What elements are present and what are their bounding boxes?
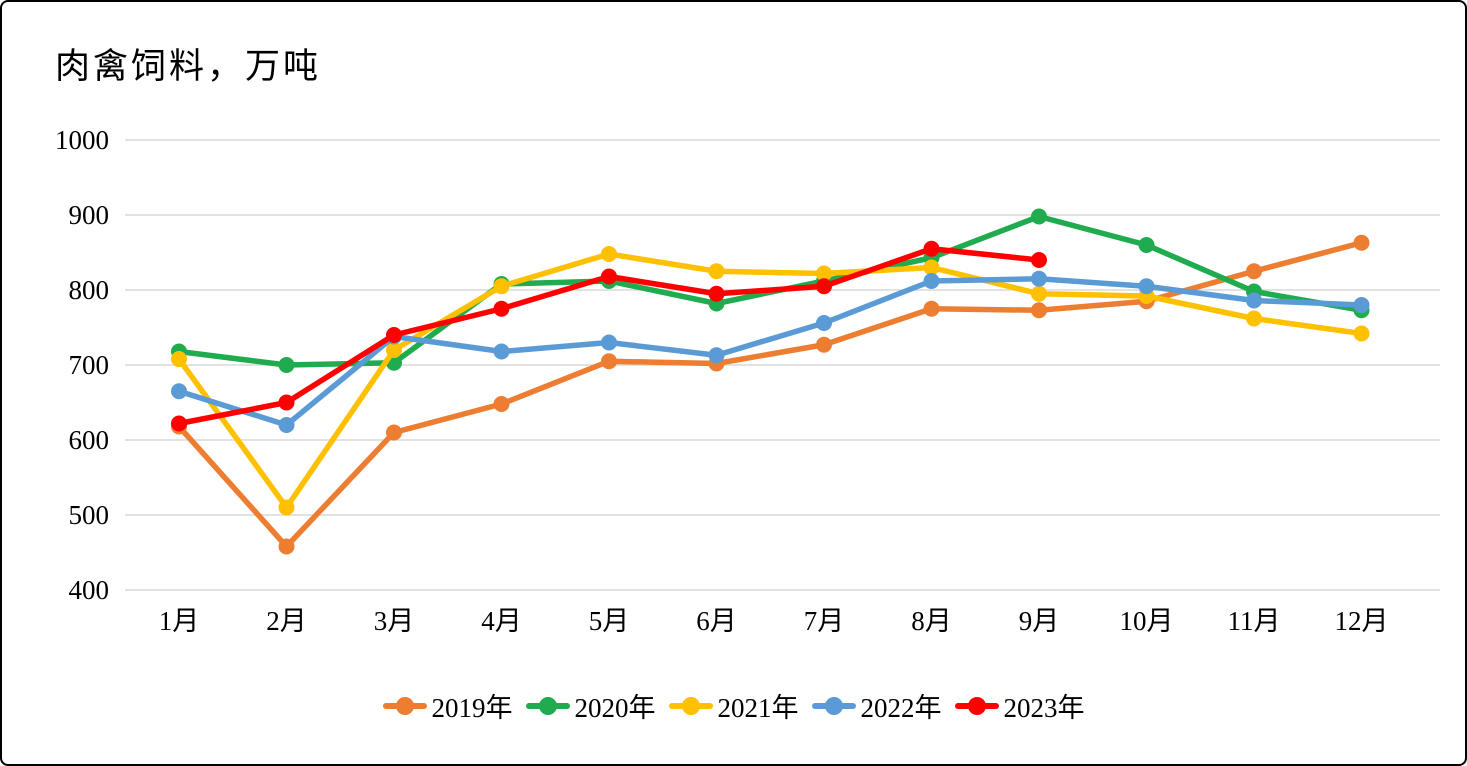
x-tick-label: 2月 — [266, 606, 307, 636]
data-point-2022 — [278, 417, 295, 433]
x-tick-label: 9月 — [1019, 606, 1060, 636]
data-point-2022 — [1031, 270, 1047, 287]
legend-item-2019: 2019年 — [382, 686, 513, 725]
data-point-2021 — [1246, 310, 1262, 327]
data-point-2021 — [171, 351, 187, 367]
data-point-2022 — [171, 383, 187, 400]
data-point-2023 — [1031, 252, 1047, 268]
data-point-2019 — [1353, 234, 1370, 251]
x-tick-label: 8月 — [911, 606, 952, 636]
legend-item-2023: 2023年 — [954, 686, 1085, 725]
data-point-2022 — [708, 347, 725, 364]
legend-item-2020: 2020年 — [525, 686, 656, 725]
chart-title: 肉禽饲料，万吨 — [55, 47, 322, 86]
data-point-2019 — [278, 538, 295, 555]
legend-label: 2020年 — [574, 693, 656, 723]
x-tick-label: 11月 — [1228, 606, 1281, 636]
legend-marker-icon — [954, 696, 999, 715]
data-point-2019 — [601, 353, 617, 370]
data-point-2019 — [386, 424, 402, 441]
data-point-2019 — [493, 396, 510, 412]
data-point-2021 — [1353, 325, 1370, 342]
data-point-2023 — [601, 268, 617, 285]
legend-label: 2022年 — [860, 693, 942, 723]
data-point-2019 — [1246, 263, 1262, 280]
x-tick-label: 1月 — [159, 606, 200, 636]
data-point-2023 — [386, 327, 402, 343]
legend-item-2021: 2021年 — [668, 686, 799, 725]
data-point-2022 — [923, 273, 940, 289]
x-tick-label: 12月 — [1335, 606, 1389, 636]
data-point-2022 — [601, 334, 617, 351]
legend-label: 2023年 — [1003, 693, 1085, 723]
y-tick-label: 600 — [69, 425, 110, 455]
data-point-2022 — [1353, 297, 1370, 313]
x-tick-label: 5月 — [589, 606, 630, 636]
data-point-2023 — [493, 300, 510, 317]
data-point-2021 — [923, 259, 940, 276]
y-tick-label: 400 — [69, 575, 110, 605]
legend-marker-icon — [525, 696, 570, 715]
data-point-2021 — [816, 265, 832, 282]
data-point-2021 — [601, 246, 617, 262]
series-line-2019 — [176, 240, 1365, 550]
data-point-2021 — [708, 263, 725, 280]
legend-label: 2021年 — [717, 693, 799, 723]
series-line-2022 — [176, 276, 1365, 428]
data-point-2022 — [816, 315, 832, 331]
data-point-2020 — [1138, 237, 1155, 253]
data-point-2021 — [1031, 285, 1047, 302]
legend-marker-icon — [811, 696, 856, 715]
data-point-2023 — [923, 240, 940, 257]
y-tick-label: 1000 — [55, 125, 109, 155]
y-tick-label: 800 — [69, 275, 110, 305]
data-point-2019 — [923, 300, 940, 317]
y-tick-label: 700 — [69, 350, 110, 380]
chart-legend: 2019年 2020年 2021年 2022年 2023年 — [2, 686, 1465, 725]
data-point-2023 — [816, 278, 832, 295]
y-tick-label: 500 — [69, 500, 110, 530]
x-tick-label: 4月 — [481, 606, 522, 636]
data-point-2022 — [1138, 278, 1155, 295]
data-point-2019 — [816, 336, 832, 353]
data-point-2021 — [386, 342, 402, 358]
legend-marker-icon — [382, 696, 427, 715]
x-tick-label: 7月 — [804, 606, 845, 636]
data-point-2023 — [171, 415, 187, 432]
legend-marker-icon — [668, 696, 713, 715]
data-point-2021 — [493, 278, 510, 295]
legend-label: 2019年 — [431, 693, 513, 723]
series-line-2021 — [176, 251, 1365, 511]
data-point-2021 — [278, 499, 295, 516]
x-tick-label: 10月 — [1120, 606, 1174, 636]
data-point-2020 — [1031, 208, 1047, 225]
data-point-2022 — [493, 343, 510, 360]
x-tick-label: 3月 — [374, 606, 415, 636]
data-point-2023 — [708, 285, 725, 302]
data-point-2019 — [1031, 302, 1047, 319]
legend-item-2022: 2022年 — [811, 686, 942, 725]
data-point-2023 — [278, 394, 295, 411]
y-tick-label: 900 — [69, 200, 110, 230]
data-point-2020 — [278, 357, 295, 373]
x-tick-label: 6月 — [696, 606, 737, 636]
data-point-2022 — [1246, 292, 1262, 309]
